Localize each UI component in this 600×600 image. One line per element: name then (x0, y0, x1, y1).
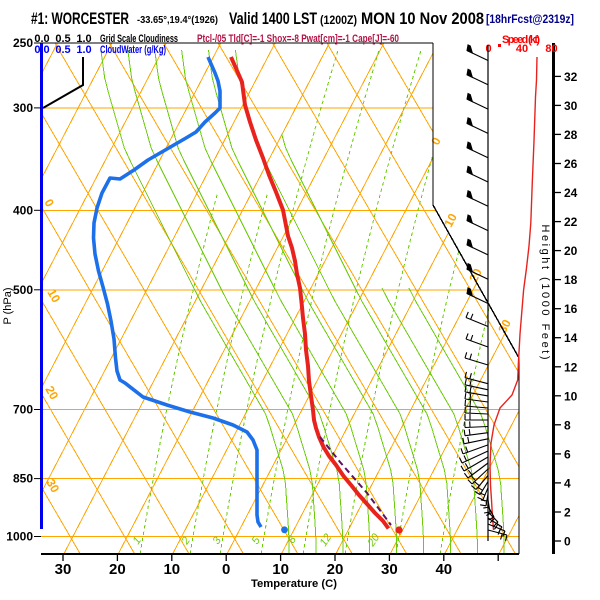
svg-text:0.0: 0.0 (34, 33, 49, 45)
svg-text:1.0: 1.0 (76, 44, 91, 56)
svg-text:850: 850 (13, 472, 33, 486)
svg-text:Height (1000 Feet): Height (1000 Feet) (539, 225, 551, 360)
svg-text:24: 24 (564, 186, 578, 200)
svg-text:8: 8 (564, 418, 571, 432)
svg-text:4: 4 (564, 476, 571, 490)
svg-text:18: 18 (564, 273, 578, 287)
svg-text:Speed (kt): Speed (kt) (502, 34, 540, 46)
svg-text:40: 40 (516, 43, 528, 55)
svg-text:6: 6 (564, 447, 571, 461)
svg-text:12: 12 (564, 360, 578, 374)
svg-text:10: 10 (272, 561, 289, 578)
svg-text:32: 32 (564, 70, 578, 84)
svg-text:[18hrFcst@2319z]: [18hrFcst@2319z] (486, 12, 574, 26)
svg-text:80: 80 (545, 43, 557, 55)
svg-text:0: 0 (222, 561, 230, 578)
svg-text:14: 14 (564, 331, 578, 345)
svg-text:20: 20 (109, 561, 126, 578)
svg-text:Valid 1400 LST: Valid 1400 LST (229, 9, 317, 28)
svg-text:16: 16 (564, 302, 578, 316)
svg-text:0.5: 0.5 (55, 44, 70, 56)
svg-text:1.0: 1.0 (76, 33, 91, 45)
svg-text:400: 400 (13, 203, 33, 217)
svg-text:20: 20 (564, 244, 578, 258)
svg-text:-33.65°,19.4°(1926): -33.65°,19.4°(1926) (137, 15, 218, 26)
svg-text:30: 30 (381, 561, 398, 578)
svg-text:1: 1 (131, 535, 144, 547)
svg-text:20: 20 (42, 384, 61, 403)
svg-text:30: 30 (43, 477, 62, 496)
svg-text:2: 2 (564, 506, 571, 520)
svg-text:12: 12 (318, 532, 335, 549)
svg-text:Ptcl-/05 Tld[C]=-1 Shox=-8 Pwa: Ptcl-/05 Tld[C]=-1 Shox=-8 Pwat[cm]=-1 C… (197, 33, 399, 45)
svg-text:MON 10 Nov 2008: MON 10 Nov 2008 (361, 9, 484, 28)
svg-text:10: 10 (564, 389, 578, 403)
svg-text:Grid Scale Cloudiness: Grid Scale Cloudiness (100, 33, 178, 45)
svg-text:CloudWater (g/Kg): CloudWater (g/Kg) (100, 44, 166, 56)
svg-text:0.0: 0.0 (34, 44, 49, 56)
svg-text:22: 22 (564, 215, 578, 229)
svg-text:28: 28 (564, 128, 578, 142)
svg-text:0.5: 0.5 (55, 33, 70, 45)
svg-text:250: 250 (13, 36, 33, 50)
svg-text:500: 500 (13, 283, 33, 297)
svg-text:40: 40 (435, 561, 452, 578)
svg-text:P (hPa): P (hPa) (2, 287, 14, 324)
svg-text:20: 20 (327, 561, 344, 578)
svg-text:300: 300 (13, 101, 33, 115)
svg-text:700: 700 (13, 403, 33, 417)
svg-text:Temperature (C): Temperature (C) (251, 578, 337, 590)
svg-text:10: 10 (44, 287, 63, 306)
svg-text:30: 30 (55, 561, 72, 578)
svg-text:0: 0 (564, 535, 571, 549)
svg-text:30: 30 (495, 317, 514, 336)
svg-text:10: 10 (163, 561, 180, 578)
svg-text:1000: 1000 (6, 530, 33, 544)
svg-text:10: 10 (441, 211, 460, 230)
svg-text:30: 30 (564, 99, 578, 113)
svg-text:(1200Z): (1200Z) (320, 13, 357, 27)
svg-text:#1: WORCESTER: #1: WORCESTER (31, 9, 129, 28)
svg-text:26: 26 (564, 157, 578, 171)
